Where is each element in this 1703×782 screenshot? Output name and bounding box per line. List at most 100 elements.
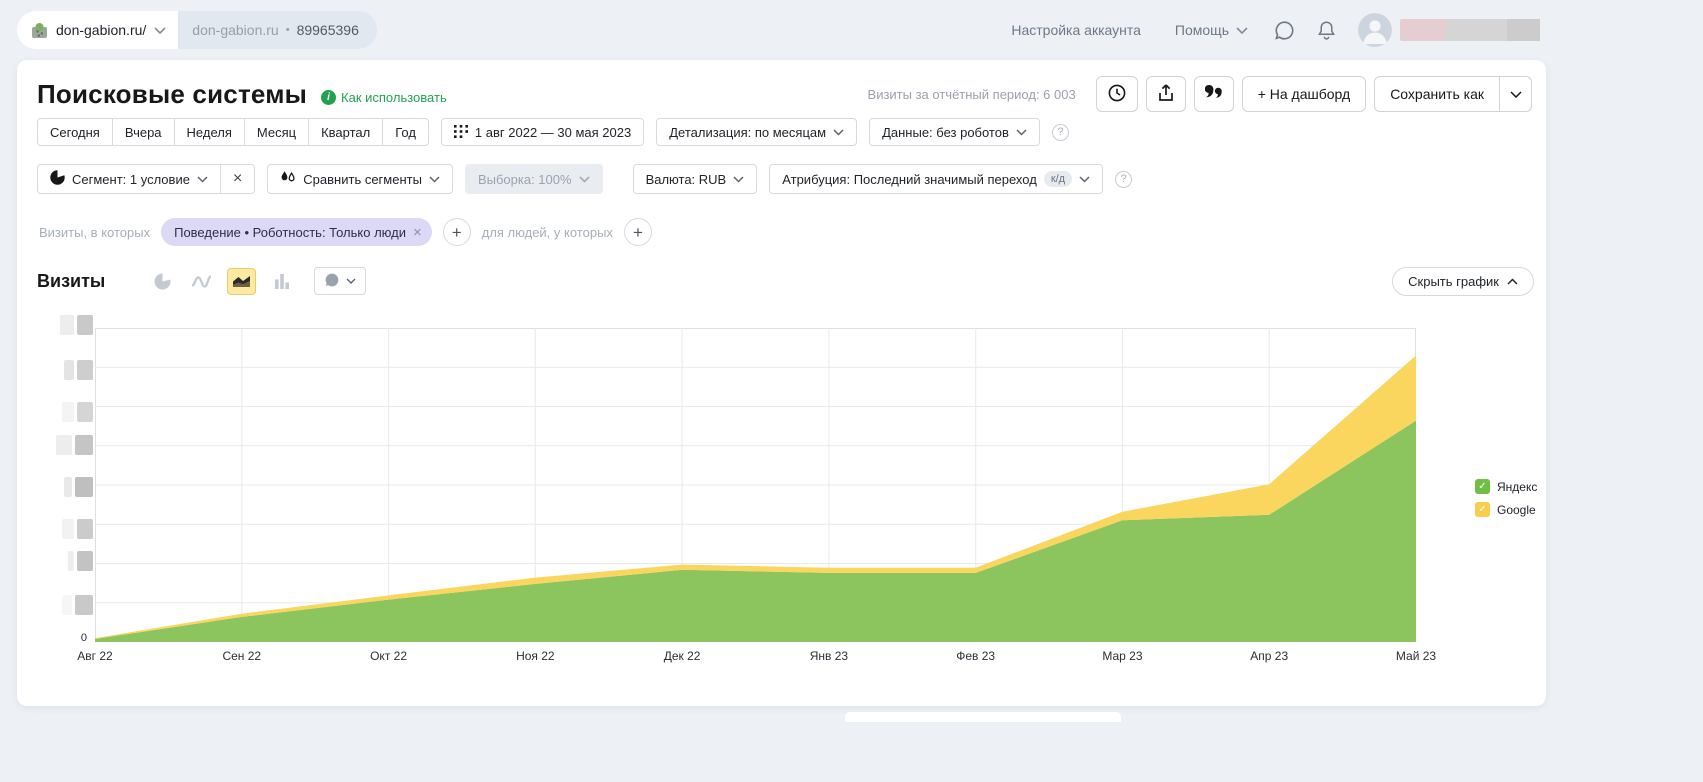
x-axis-label: Апр 23 (1229, 649, 1309, 663)
title-actions: Визиты за отчётный период: 6 003 + На да… (868, 76, 1532, 112)
date-range-button[interactable]: 1 авг 2022 — 30 мая 2023 (441, 118, 644, 146)
save-as-split-button: Сохранить как (1374, 76, 1532, 112)
avatar[interactable] (1358, 13, 1392, 47)
preset-Год[interactable]: Год (382, 118, 429, 146)
hide-chart-button[interactable]: Скрыть график (1392, 267, 1534, 296)
site-favicon-icon (31, 22, 48, 39)
counter-info[interactable]: don-gabion.ru • 89965396 (178, 11, 377, 49)
add-visit-condition-button[interactable]: + (443, 218, 471, 246)
x-axis-label: Дек 22 (642, 649, 722, 663)
clock-icon (1107, 83, 1127, 106)
preset-Неделя[interactable]: Неделя (174, 118, 245, 146)
chart-line-icon[interactable] (188, 268, 214, 294)
redacted-user-name (1445, 19, 1507, 41)
info-icon: i (321, 90, 336, 105)
preset-Квартал[interactable]: Квартал (308, 118, 383, 146)
history-button[interactable] (1096, 76, 1138, 112)
preset-Вчера[interactable]: Вчера (112, 118, 175, 146)
current-site[interactable]: don-gabion.ru/ (17, 11, 178, 49)
metrica-page: don-gabion.ru/ don-gabion.ru • 89965396 … (0, 0, 1703, 782)
export-button[interactable] (1146, 76, 1186, 112)
x-axis-label: Ноя 22 (495, 649, 575, 663)
preset-Месяц[interactable]: Месяц (244, 118, 309, 146)
chart-stacked-area-icon[interactable] (227, 268, 256, 295)
legend-item-Google[interactable]: ✓ Google (1475, 502, 1537, 517)
redacted-y-label (64, 360, 93, 380)
chart-type-switcher (149, 267, 366, 295)
chart-toolbar: Визиты Скрыть г (37, 266, 1534, 296)
segment-clear-button[interactable]: × (220, 164, 255, 194)
add-people-condition-button[interactable]: + (624, 218, 652, 246)
dot-separator: • (286, 24, 290, 36)
speech-bubble-icon (324, 272, 340, 291)
redacted-y-label (64, 477, 93, 497)
redacted-y-label (62, 595, 93, 615)
help-icon[interactable]: ? (1115, 171, 1132, 188)
x-axis-label: Мар 23 (1082, 649, 1162, 663)
counter-site: don-gabion.ru (192, 22, 278, 38)
redacted-y-label (56, 435, 93, 455)
x-axis-label: Май 23 (1376, 649, 1456, 663)
redacted-user-name (1507, 19, 1540, 41)
chart-columns-icon[interactable] (269, 268, 295, 294)
site-switcher[interactable]: don-gabion.ru/ don-gabion.ru • 89965396 (17, 11, 377, 49)
chevron-down-icon (346, 278, 356, 284)
add-to-dashboard-button[interactable]: + На дашборд (1242, 76, 1366, 112)
currency-dropdown[interactable]: Валюта: RUB (633, 164, 758, 194)
chart-legend: ✓ Яндекс ✓ Google (1475, 479, 1537, 525)
visits-chart[interactable] (95, 328, 1416, 642)
legend-checkbox-icon[interactable]: ✓ (1475, 479, 1490, 494)
topbar: don-gabion.ru/ don-gabion.ru • 89965396 … (0, 0, 1703, 60)
filter-row-periods: СегодняВчераНеделяМесяцКварталГод 1 авг … (37, 118, 1069, 146)
segment-chip[interactable]: Поведение • Роботность: Только люди × (161, 218, 432, 246)
legend-checkbox-icon[interactable]: ✓ (1475, 502, 1490, 517)
attribution-dropdown[interactable]: Атрибуция: Последний значимый переход к/… (769, 164, 1103, 194)
chevron-down-icon (154, 27, 166, 34)
legend-item-Яндекс[interactable]: ✓ Яндекс (1475, 479, 1537, 494)
chevron-down-icon (579, 176, 590, 183)
report-card: Поисковые системы i Как использовать Виз… (17, 60, 1546, 706)
how-to-use-link[interactable]: i Как использовать (321, 90, 447, 105)
redacted-user-name (1400, 19, 1445, 41)
data-mode-dropdown[interactable]: Данные: без роботов (869, 118, 1040, 146)
compare-drops-icon (280, 170, 296, 188)
chart-pie-icon[interactable] (149, 268, 175, 294)
legend-label: Яндекс (1497, 480, 1537, 494)
redacted-y-label (60, 315, 93, 335)
date-presets: СегодняВчераНеделяМесяцКварталГод (37, 118, 429, 146)
legend-label: Google (1497, 503, 1536, 517)
sampling-dropdown[interactable]: Выборка: 100% (465, 164, 603, 194)
detail-dropdown[interactable]: Детализация: по месяцам (656, 118, 857, 146)
help-menu[interactable]: Помощь (1175, 22, 1248, 38)
redacted-y-axis-labels (53, 60, 93, 660)
account-settings-link[interactable]: Настройка аккаунта (1011, 22, 1141, 38)
help-icon[interactable]: ? (1052, 124, 1069, 141)
segment-builder-row: Визиты, в которых Поведение • Роботность… (39, 218, 652, 246)
x-axis-label: Окт 22 (349, 649, 429, 663)
chart-comments-dropdown[interactable] (314, 267, 366, 295)
attribution-badge: к/д (1044, 171, 1072, 187)
annotations-button[interactable] (1194, 76, 1234, 112)
redacted-y-label (62, 519, 93, 539)
compare-segments-dropdown[interactable]: Сравнить сегменты (267, 164, 453, 194)
export-icon (1157, 83, 1175, 105)
x-axis-labels: Авг 22Сен 22Окт 22Ноя 22Дек 22Янв 23Фев … (95, 649, 1416, 665)
redacted-y-label (68, 551, 93, 571)
save-as-button[interactable]: Сохранить как (1374, 76, 1500, 112)
comments-icon[interactable] (1274, 20, 1295, 41)
site-label: don-gabion.ru/ (56, 22, 146, 38)
chevron-down-icon (429, 176, 440, 183)
topbar-right: Настройка аккаунта Помощь (1011, 0, 1540, 60)
y-axis-zero-label: 0 (69, 632, 87, 644)
redacted-y-label (62, 402, 93, 422)
chevron-down-icon (1236, 27, 1248, 34)
chevron-down-icon (1510, 91, 1522, 98)
title-row: Поисковые системы i Как использовать Виз… (37, 74, 1532, 114)
chevron-down-icon (833, 129, 844, 136)
save-as-dropdown-button[interactable] (1500, 76, 1532, 112)
counter-id: 89965396 (297, 22, 359, 38)
chip-close-icon[interactable]: × (413, 224, 422, 241)
x-axis-label: Сен 22 (202, 649, 282, 663)
next-section-edge (845, 712, 1121, 722)
notifications-bell-icon[interactable] (1317, 20, 1336, 41)
